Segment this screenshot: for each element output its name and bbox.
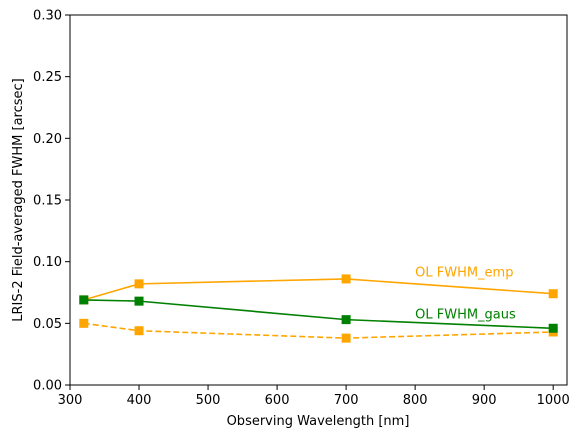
x-tick-label: 300 [58, 393, 83, 408]
annotation-layer: OL FWHM_emp OL FWHM_gaus [415, 266, 516, 323]
y-tick-label: 0.30 [33, 9, 62, 24]
x-tick-label: 400 [127, 393, 152, 408]
y-tick-label: 0.20 [33, 132, 62, 147]
series-line-gaus [83, 299, 554, 330]
y-tick-label: 0.25 [33, 70, 62, 85]
x-tick-label: 500 [196, 393, 221, 408]
data-point-emp-dashed [79, 318, 89, 328]
data-point-emp [548, 289, 558, 299]
y-tick-label: 0.10 [33, 255, 62, 270]
x-axis-label: Observing Wavelength [nm] [227, 414, 410, 429]
x-tick-label: 700 [334, 393, 359, 408]
data-point-emp [134, 279, 144, 289]
annotation-label: OL FWHM_emp [415, 266, 513, 281]
annotation-label: OL FWHM_gaus [415, 308, 516, 323]
series-line-emp-dashed [83, 322, 554, 339]
x-tick-label: 1000 [537, 393, 570, 408]
y-tick-label: 0.05 [33, 317, 62, 332]
y-axis-label: LRIS-2 Field-averaged FWHM [arcsec] [11, 78, 26, 321]
x-tick-label: 600 [265, 393, 290, 408]
data-point-gaus [134, 296, 144, 306]
y-tick-label: 0.00 [33, 379, 62, 394]
data-point-emp-dashed [341, 333, 351, 343]
data-point-gaus [341, 315, 351, 325]
series-layer [79, 274, 558, 343]
x-tick-label: 800 [403, 393, 428, 408]
data-point-emp [341, 274, 351, 284]
series-line-emp [83, 278, 554, 301]
data-point-gaus [79, 295, 89, 305]
x-axis-ticks: 300 400 500 600 700 800 900 1000 [58, 385, 570, 408]
plot-frame [69, 14, 568, 386]
data-point-emp-dashed [134, 326, 144, 336]
y-axis-ticks: 0.00 0.05 0.10 0.15 0.20 0.25 0.30 [33, 9, 70, 394]
data-point-gaus [548, 323, 558, 333]
y-tick-label: 0.15 [33, 194, 62, 209]
x-tick-label: 900 [472, 393, 497, 408]
